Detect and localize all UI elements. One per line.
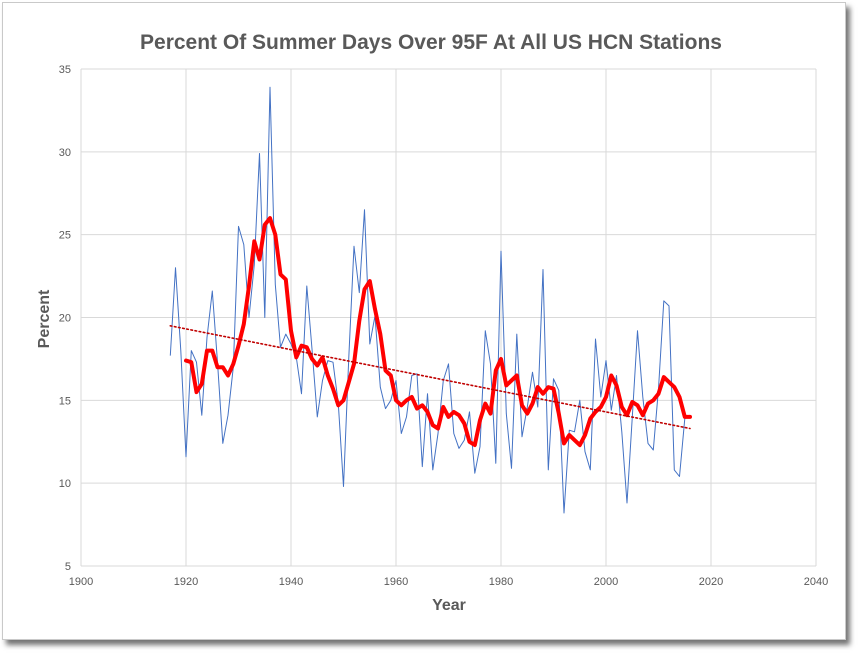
x-tick-label: 1940 bbox=[279, 576, 303, 588]
y-tick-label: 10 bbox=[59, 478, 71, 490]
x-tick-label: 1960 bbox=[384, 576, 408, 588]
y-tick-label: 35 bbox=[59, 64, 71, 76]
chart-canvas: Percent Of Summer Days Over 95F At All U… bbox=[36, 31, 828, 614]
y-tick-label: 5 bbox=[65, 561, 71, 573]
series-layer bbox=[169, 86, 692, 514]
y-tick-label: 30 bbox=[59, 147, 71, 159]
x-tick-label: 2040 bbox=[804, 576, 828, 588]
x-tick-label: 1920 bbox=[174, 576, 198, 588]
series-thick-line bbox=[184, 216, 692, 448]
y-tick-label: 20 bbox=[59, 313, 71, 325]
series-dotted-trendline bbox=[169, 324, 691, 430]
x-tick-label: 2000 bbox=[594, 576, 618, 588]
chart-title: Percent Of Summer Days Over 95F At All U… bbox=[140, 31, 722, 54]
y-axis-ticks: 5 10 15 20 25 30 35 bbox=[59, 64, 71, 573]
x-axis-title: Year bbox=[432, 597, 466, 614]
x-tick-label: 2020 bbox=[699, 576, 723, 588]
chart-frame: Percent Of Summer Days Over 95F At All U… bbox=[2, 2, 846, 640]
series-thin-line bbox=[169, 86, 691, 514]
x-tick-label: 1980 bbox=[489, 576, 513, 588]
y-axis-title: Percent bbox=[36, 289, 53, 348]
x-axis-ticks: 1900 1920 1940 1960 1980 2000 2020 2040 bbox=[69, 576, 828, 588]
x-tick-label: 1900 bbox=[69, 576, 93, 588]
y-tick-label: 25 bbox=[59, 230, 71, 242]
gridlines bbox=[80, 68, 817, 567]
y-tick-label: 15 bbox=[59, 395, 71, 407]
